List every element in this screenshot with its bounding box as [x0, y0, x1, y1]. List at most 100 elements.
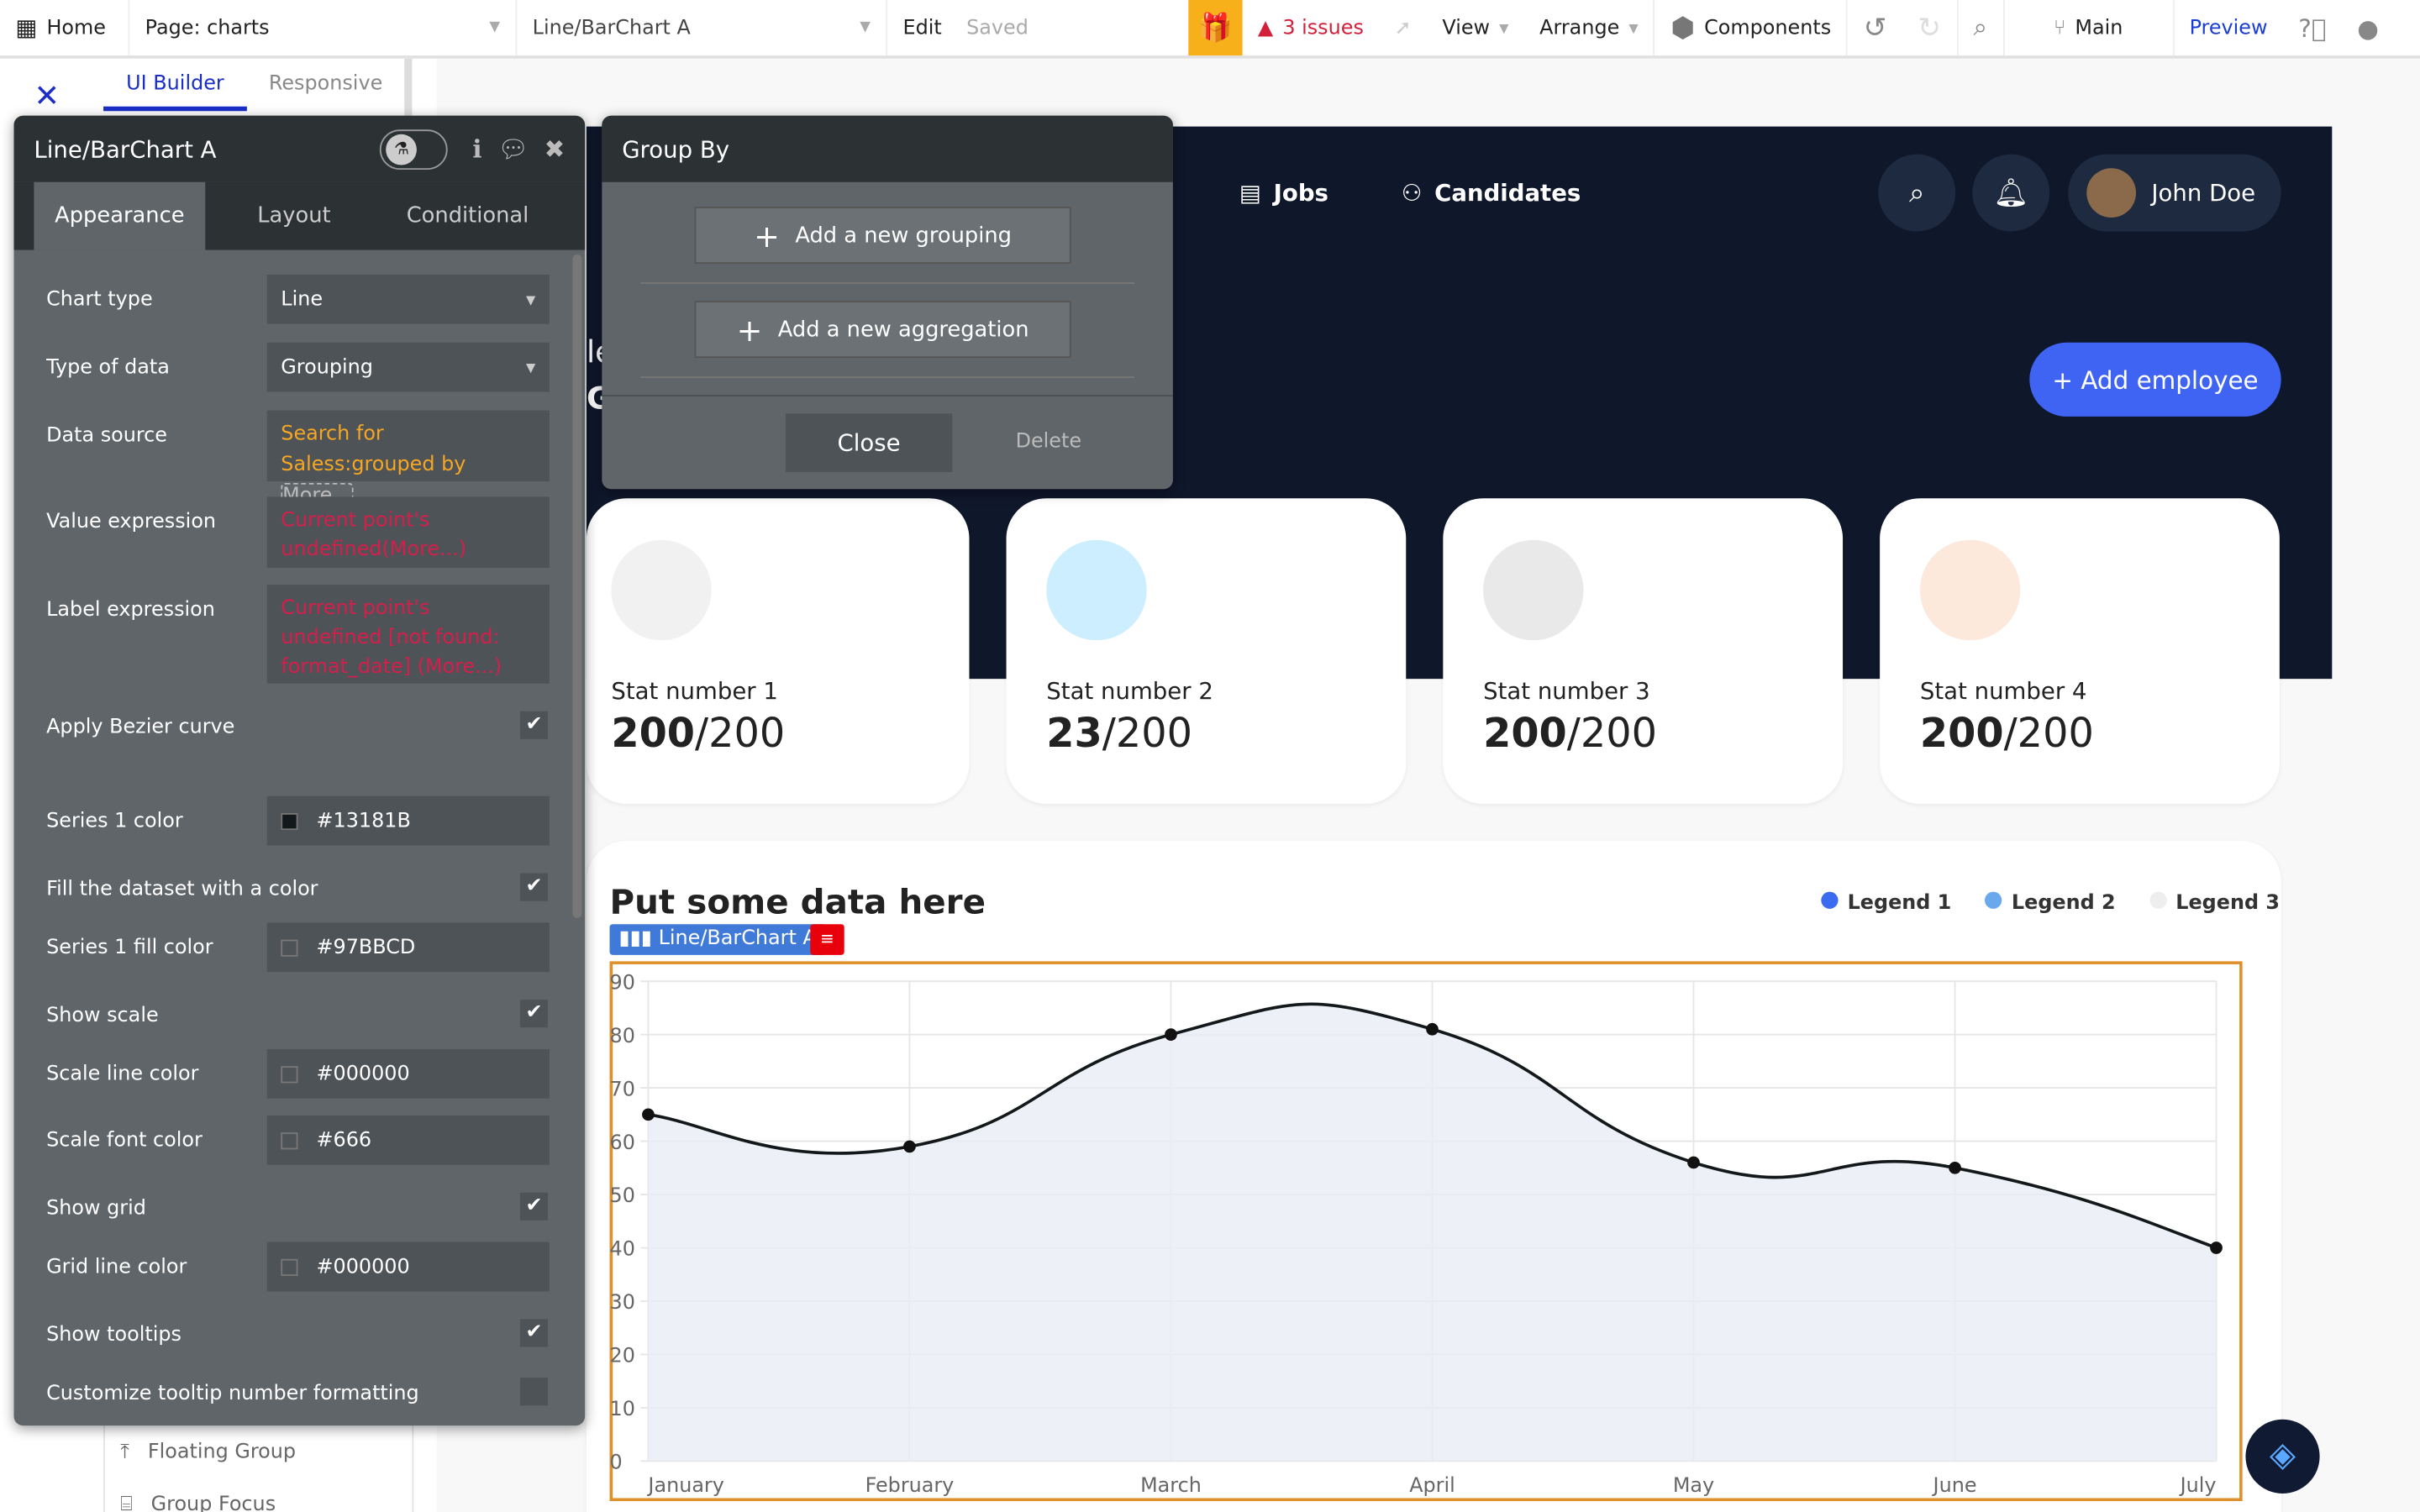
nav-jobs[interactable]: ▤ Jobs — [1239, 179, 1328, 207]
property-editor-title: Line/BarChart A — [34, 134, 217, 163]
home-button[interactable]: ▦ Home — [0, 0, 130, 56]
tooltip-format-checkbox[interactable] — [519, 1378, 549, 1406]
group-focus-icon: ⌸ — [120, 1493, 133, 1512]
element-tree: ⤒ Floating Group ⌸ Group Focus — [103, 1416, 414, 1512]
search-button[interactable]: ⌕ — [1878, 154, 1956, 232]
show-tooltips-checkbox[interactable]: ✔ — [519, 1319, 549, 1347]
view-menu[interactable]: View ▼ — [1442, 16, 1509, 39]
group-by-title: Group By — [602, 115, 1173, 182]
x-tick-label: May — [1673, 1473, 1714, 1497]
y-tick-label: 50 — [610, 1184, 635, 1207]
bell-icon: 🔔︎ — [1993, 176, 2029, 209]
show-scale-checkbox[interactable]: ✔ — [519, 1000, 549, 1028]
data-point — [1165, 1028, 1177, 1041]
tab-ui-builder[interactable]: UI Builder — [103, 59, 247, 112]
series1-fill-color-picker[interactable]: #97BBCD — [266, 922, 550, 973]
x-tick-label: February — [865, 1473, 955, 1497]
top-toolbar: ▦ Home Page: charts ▼ Line/BarChart A ▼ Edi… — [0, 0, 2420, 59]
add-grouping-button[interactable]: + Add a new grouping — [694, 207, 1071, 265]
arrange-menu[interactable]: Arrange ▼ — [1524, 0, 1655, 56]
edit-menu[interactable]: Edit Saved — [902, 16, 1028, 39]
line-chart[interactable]: 0 10 20 30 40 50 60 70 80 90 January February March A… — [609, 961, 2243, 1502]
jobs-icon: ▤ — [1239, 179, 1261, 207]
close-button[interactable]: Close — [785, 413, 953, 473]
cursor-icon[interactable]: ➚ — [1394, 16, 1412, 39]
notifications-button[interactable]: 🔔︎ — [1972, 154, 2050, 232]
fill-dataset-checkbox[interactable]: ✔ — [519, 873, 549, 901]
components-button[interactable]: ⬢ Components — [1655, 0, 1849, 56]
y-tick-label: 40 — [610, 1237, 635, 1261]
chart-legend: Legend 1 Legend 2 Legend 3 — [1821, 891, 2280, 915]
data-source-field[interactable]: Search for Saless:grouped by More... — [266, 410, 550, 510]
tab-appearance[interactable]: Appearance — [34, 181, 206, 250]
element-selector[interactable]: Line/BarChart A ▼ — [517, 0, 888, 56]
database-icon[interactable]: ≡ — [810, 924, 844, 955]
tab-responsive[interactable]: Responsive — [268, 72, 383, 96]
branch-selector[interactable]: ⑂ Main — [2004, 0, 2175, 56]
bezier-checkbox[interactable]: ✔ — [519, 711, 549, 739]
add-aggregation-button[interactable]: + Add a new aggregation — [694, 301, 1071, 359]
delete-button[interactable]: Delete — [1015, 430, 1082, 454]
search-icon: ⌕ — [1908, 176, 1925, 209]
y-tick-label: 10 — [610, 1397, 635, 1420]
close-icon[interactable]: ✖ — [544, 134, 566, 164]
property-editor: Line/BarChart A ⚗ ℹ 💬︎ ✖ Appearance Layo… — [13, 115, 586, 1426]
group-by-panel: Group By + Add a new grouping + Add a new … — [602, 115, 1173, 490]
value-expression-field[interactable]: Current point's undefined(More...) — [266, 496, 550, 568]
element-tag[interactable]: ▮▮▮ Line/BarChart A — [609, 924, 826, 955]
chart-icon: ▮▮▮ — [618, 927, 652, 951]
data-point — [903, 1140, 916, 1153]
y-tick-label: 0 — [610, 1451, 623, 1474]
preview-button[interactable]: Preview — [2189, 16, 2268, 39]
chart-type-dropdown[interactable]: Line ▼ — [266, 274, 550, 324]
undo-icon[interactable]: ↺ — [1863, 11, 1887, 45]
y-tick-label: 60 — [610, 1131, 635, 1154]
help-icon[interactable]: ?⃝ — [2298, 13, 2327, 43]
comment-icon[interactable]: 💬︎ — [497, 134, 529, 164]
series-fill — [648, 1004, 2217, 1462]
redo-icon[interactable]: ↻ — [1902, 0, 1959, 56]
series1-color-picker[interactable]: #13181B — [266, 795, 550, 846]
x-tick-label: January — [646, 1473, 723, 1497]
experimental-toggle[interactable]: ⚗ — [380, 129, 449, 170]
tools-icon: ✕ — [34, 76, 60, 114]
tab-conditional[interactable]: Conditional — [406, 203, 529, 228]
data-point — [1426, 1022, 1439, 1036]
divider — [404, 58, 413, 121]
label-expression-field[interactable]: Current point's undefined [not found: fo… — [266, 585, 550, 684]
tab-layout[interactable]: Layout — [257, 203, 331, 228]
stat-card: Stat number 1 200/200 — [586, 498, 970, 804]
user-menu[interactable]: John Doe — [2068, 154, 2281, 232]
y-tick-label: 90 — [610, 970, 635, 994]
stat-card: Stat number 4 200/200 — [1880, 498, 2280, 804]
chat-widget-button[interactable]: ◈ — [2245, 1419, 2320, 1494]
floating-group-icon: ⤒ — [120, 1441, 129, 1465]
stat-icon — [611, 539, 712, 641]
scale-font-color-picker[interactable]: #666 — [266, 1115, 550, 1165]
grid-line-color-picker[interactable]: #000000 — [266, 1242, 550, 1292]
stat-card: Stat number 3 200/200 — [1443, 498, 1844, 804]
type-of-data-dropdown[interactable]: Grouping ▼ — [266, 342, 550, 392]
element-tree-item[interactable]: ⤒ Floating Group — [120, 1441, 297, 1465]
stat-card: Stat number 2 23/200 — [1006, 498, 1407, 804]
element-tree-item[interactable]: ⌸ Group Focus — [120, 1494, 276, 1512]
candidates-icon: ⚇ — [1401, 179, 1423, 207]
legend-item: Legend 3 — [2149, 891, 2280, 915]
nav-candidates[interactable]: ⚇ Candidates — [1401, 179, 1581, 207]
issues-button[interactable]: ▲ 3 issues — [1257, 16, 1364, 39]
account-icon[interactable]: ● — [2357, 13, 2379, 43]
search-icon[interactable]: ⌕ — [1958, 0, 2005, 56]
page-selector[interactable]: Page: charts ▼ — [129, 0, 518, 56]
x-tick-label: July — [2179, 1473, 2217, 1497]
scale-line-color-picker[interactable]: #000000 — [266, 1048, 550, 1099]
gift-icon[interactable]: 🎁 — [1188, 0, 1243, 56]
x-tick-label: June — [1932, 1473, 1977, 1497]
add-employee-button[interactable]: + Add employee — [2029, 342, 2281, 417]
grid-icon: ▦ — [15, 13, 38, 42]
show-grid-checkbox[interactable]: ✔ — [519, 1192, 549, 1221]
divider — [640, 282, 1134, 284]
info-icon[interactable]: ℹ — [472, 134, 482, 164]
stat-icon — [1919, 539, 2021, 641]
scrollbar[interactable] — [572, 255, 582, 918]
x-tick-label: March — [1140, 1473, 1202, 1497]
